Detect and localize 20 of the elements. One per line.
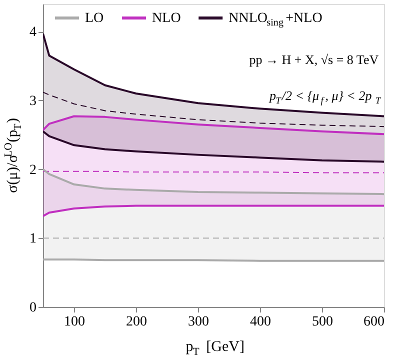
x-tick-label: 400 bbox=[250, 314, 271, 330]
y-tick-label: 1 bbox=[30, 232, 36, 247]
line-series bbox=[43, 130, 384, 163]
line-series bbox=[43, 115, 384, 136]
line-series bbox=[43, 32, 384, 118]
line-series bbox=[43, 168, 384, 196]
y-tick-label: 2 bbox=[30, 162, 36, 178]
x-tick-label: 200 bbox=[126, 314, 147, 330]
legend-label: LO bbox=[85, 11, 104, 26]
line-series bbox=[43, 92, 384, 128]
x-tick-label: 500 bbox=[312, 314, 333, 330]
annotation: pp → H + X, √s = 8 TeV bbox=[249, 52, 380, 67]
x-tick-label: 600 bbox=[364, 314, 384, 330]
x-tick-label: 300 bbox=[188, 314, 209, 330]
line-series bbox=[43, 204, 384, 218]
legend-label: NLO bbox=[152, 11, 181, 26]
y-tick-label: 3 bbox=[30, 94, 36, 109]
y-tick-label: 4 bbox=[30, 25, 36, 40]
y-tick-label: 0 bbox=[30, 300, 36, 316]
x-tick-label: 100 bbox=[64, 314, 85, 330]
